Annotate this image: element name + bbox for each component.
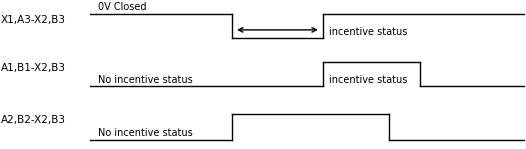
Text: incentive status: incentive status: [329, 27, 407, 37]
Text: No incentive status: No incentive status: [98, 128, 193, 138]
Text: X1,A3-X2,B3: X1,A3-X2,B3: [1, 15, 66, 25]
Text: A2,B2-X2,B3: A2,B2-X2,B3: [1, 115, 66, 125]
Text: No incentive status: No incentive status: [98, 75, 193, 85]
Text: 0V Closed: 0V Closed: [98, 3, 146, 13]
Text: A1,B1-X2,B3: A1,B1-X2,B3: [1, 63, 66, 73]
Text: incentive status: incentive status: [329, 75, 407, 85]
